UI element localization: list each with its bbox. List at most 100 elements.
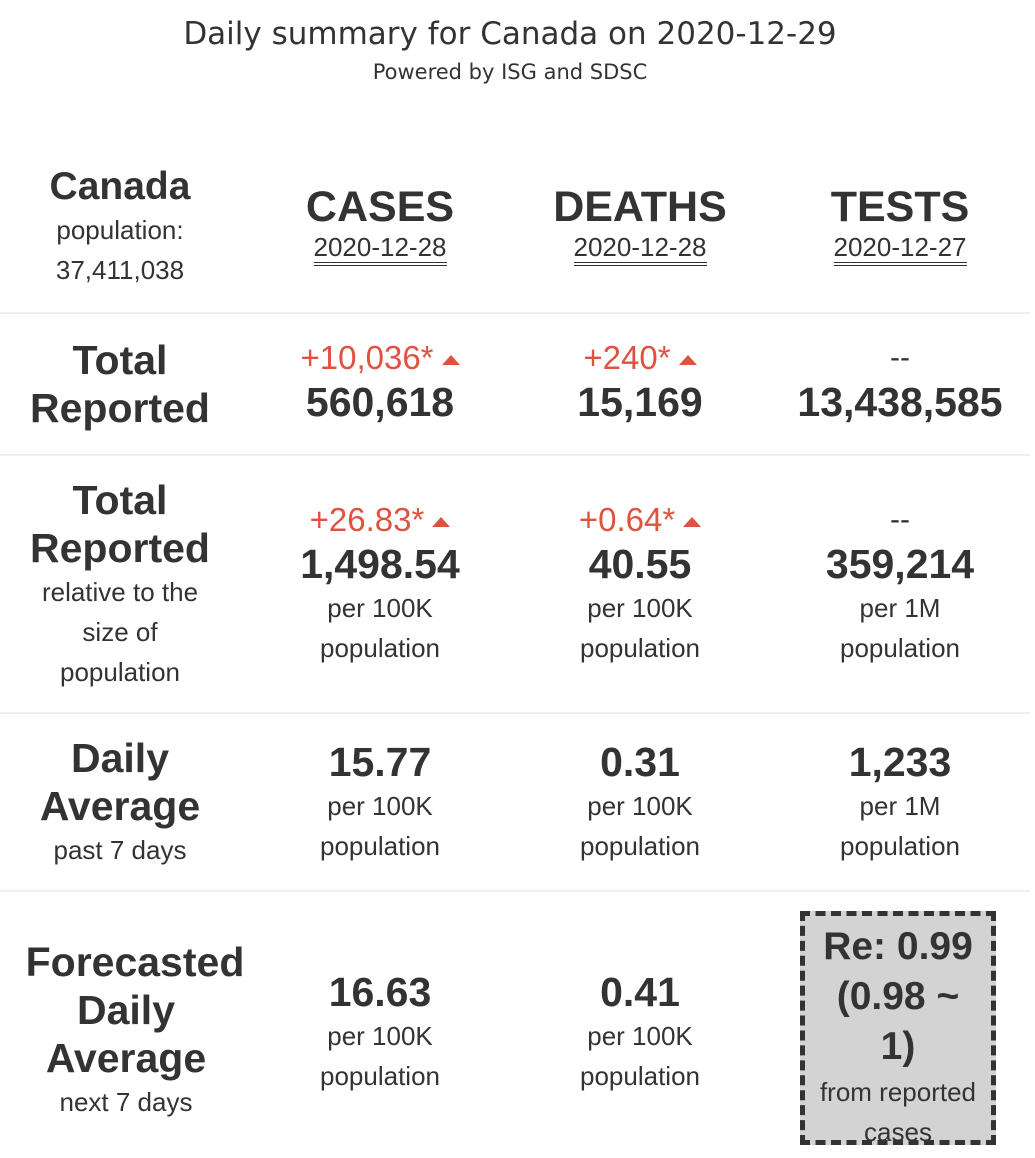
page-title: Daily summary for Canada on 2020-12-29 xyxy=(183,16,837,52)
deaths-column-header: DEATHS 2020-12-28 xyxy=(510,182,770,266)
total-cases-cell: +10,036* 560,618 xyxy=(250,338,510,426)
forecast-cases-value: 16.63 xyxy=(328,969,432,1015)
unit-label: population xyxy=(840,831,960,861)
daily-average-row: Daily Average past 7 days 15.77 per 100K… xyxy=(0,714,1030,890)
total-deaths-value: 15,169 xyxy=(577,379,703,425)
daily-cases-cell: 15.77 per 100K population xyxy=(250,738,510,866)
re-range-end: 1) xyxy=(880,1025,916,1068)
deaths-delta: +0.64* xyxy=(510,500,770,540)
row-divider xyxy=(0,890,1030,892)
tests-title: TESTS xyxy=(830,183,970,231)
unit-label: population xyxy=(840,633,960,663)
unit-label: per 1M xyxy=(859,593,941,623)
deaths-delta-value: +0.64* xyxy=(578,501,676,538)
row-label-line: Daily xyxy=(71,735,169,781)
re-source: cases xyxy=(864,1117,932,1147)
cases-delta-value: +10,036* xyxy=(300,339,434,376)
increase-triangle-icon xyxy=(683,517,702,527)
daily-tests-value: 1,233 xyxy=(848,739,952,785)
row-label-line: Reported xyxy=(30,525,210,571)
forecast-cases-cell: 16.63 per 100K population xyxy=(250,968,510,1096)
population-label: population: xyxy=(56,215,184,245)
total-reported-label: Total Reported xyxy=(0,336,240,432)
population-value: 37,411,038 xyxy=(55,255,185,285)
unit-label: population xyxy=(580,633,700,663)
column-header-row: Canada population: 37,411,038 CASES 2020… xyxy=(0,160,1030,310)
total-tests-cell: -- 13,438,585 xyxy=(770,338,1030,426)
relative-cases-cell: +26.83* 1,498.54 per 100K population xyxy=(250,500,510,668)
deaths-delta: +240* xyxy=(510,338,770,378)
unit-label: per 100K xyxy=(587,791,693,821)
relative-row: Total Reported relative to the size of p… xyxy=(0,456,1030,712)
daily-tests-cell: 1,233 per 1M population xyxy=(770,738,1030,866)
region-info: Canada population: 37,411,038 xyxy=(0,164,240,290)
row-sublabel: size of xyxy=(82,617,158,647)
unit-label: population xyxy=(320,633,440,663)
region-name: Canada xyxy=(49,165,191,208)
row-divider xyxy=(0,312,1030,314)
cases-title: CASES xyxy=(305,183,455,231)
cases-column-header: CASES 2020-12-28 xyxy=(250,182,510,266)
cases-delta: +26.83* xyxy=(250,500,510,540)
row-label-line: Average xyxy=(45,1035,207,1081)
cases-date: 2020-12-28 xyxy=(313,232,447,266)
row-divider xyxy=(0,712,1030,714)
unit-label: population xyxy=(320,831,440,861)
increase-triangle-icon xyxy=(432,517,451,527)
daily-cases-value: 15.77 xyxy=(328,739,432,785)
unit-label: population xyxy=(580,1061,700,1091)
relative-tests-value: 359,214 xyxy=(825,541,975,587)
row-label-line: Daily xyxy=(77,987,175,1033)
row-divider xyxy=(0,454,1030,456)
unit-label: per 1M xyxy=(859,791,941,821)
forecast-deaths-cell: 0.41 per 100K population xyxy=(510,968,770,1096)
row-sublabel: next 7 days xyxy=(59,1087,193,1117)
cases-delta: +10,036* xyxy=(250,338,510,378)
increase-triangle-icon xyxy=(441,355,460,365)
relative-tests-cell: -- 359,214 per 1M population xyxy=(770,500,1030,668)
tests-column-header: TESTS 2020-12-27 xyxy=(770,182,1030,266)
cases-delta-value: +26.83* xyxy=(309,501,425,538)
re-range: (0.98 ~ xyxy=(836,975,960,1018)
forecast-deaths-value: 0.41 xyxy=(600,969,680,1015)
row-label-line: Total xyxy=(72,477,168,523)
row-sublabel: population xyxy=(60,657,180,687)
re-estimate-box: Re: 0.99 (0.98 ~ 1) from reported cases xyxy=(800,911,996,1147)
relative-cases-value: 1,498.54 xyxy=(300,541,460,587)
unit-label: per 100K xyxy=(327,1021,433,1051)
deaths-date: 2020-12-28 xyxy=(573,232,707,266)
total-tests-value: 13,438,585 xyxy=(797,379,1003,425)
unit-label: per 100K xyxy=(587,1021,693,1051)
row-label-line: Forecasted xyxy=(25,939,245,985)
forecast-label: Forecasted Daily Average next 7 days xyxy=(10,938,260,1122)
forecast-row: Forecasted Daily Average next 7 days 16.… xyxy=(0,892,1030,1154)
daily-deaths-value: 0.31 xyxy=(600,739,680,785)
daily-average-label: Daily Average past 7 days xyxy=(0,734,240,870)
page-subtitle: Powered by ISG and SDSC xyxy=(372,60,648,84)
unit-label: per 100K xyxy=(587,593,693,623)
row-sublabel: relative to the xyxy=(41,577,199,607)
unit-label: population xyxy=(320,1061,440,1091)
relative-deaths-value: 40.55 xyxy=(588,541,692,587)
unit-label: population xyxy=(580,831,700,861)
increase-triangle-icon xyxy=(678,355,697,365)
unit-label: per 100K xyxy=(327,593,433,623)
total-reported-row: Total Reported +10,036* 560,618 +240* 15… xyxy=(0,314,1030,454)
daily-deaths-cell: 0.31 per 100K population xyxy=(510,738,770,866)
row-label-line: Average xyxy=(39,783,201,829)
row-label-line: Total xyxy=(72,337,168,383)
row-label-line: Reported xyxy=(30,385,210,431)
deaths-delta-value: +240* xyxy=(583,339,671,376)
deaths-title: DEATHS xyxy=(553,183,727,231)
relative-label: Total Reported relative to the size of p… xyxy=(0,476,240,692)
tests-date: 2020-12-27 xyxy=(833,232,967,266)
tests-delta: -- xyxy=(890,503,910,536)
unit-label: per 100K xyxy=(327,791,433,821)
re-source: from reported xyxy=(819,1077,977,1107)
re-value: Re: 0.99 xyxy=(823,925,973,968)
row-sublabel: past 7 days xyxy=(53,835,187,865)
relative-deaths-cell: +0.64* 40.55 per 100K population xyxy=(510,500,770,668)
total-cases-value: 560,618 xyxy=(305,379,455,425)
total-deaths-cell: +240* 15,169 xyxy=(510,338,770,426)
tests-delta: -- xyxy=(890,341,910,374)
